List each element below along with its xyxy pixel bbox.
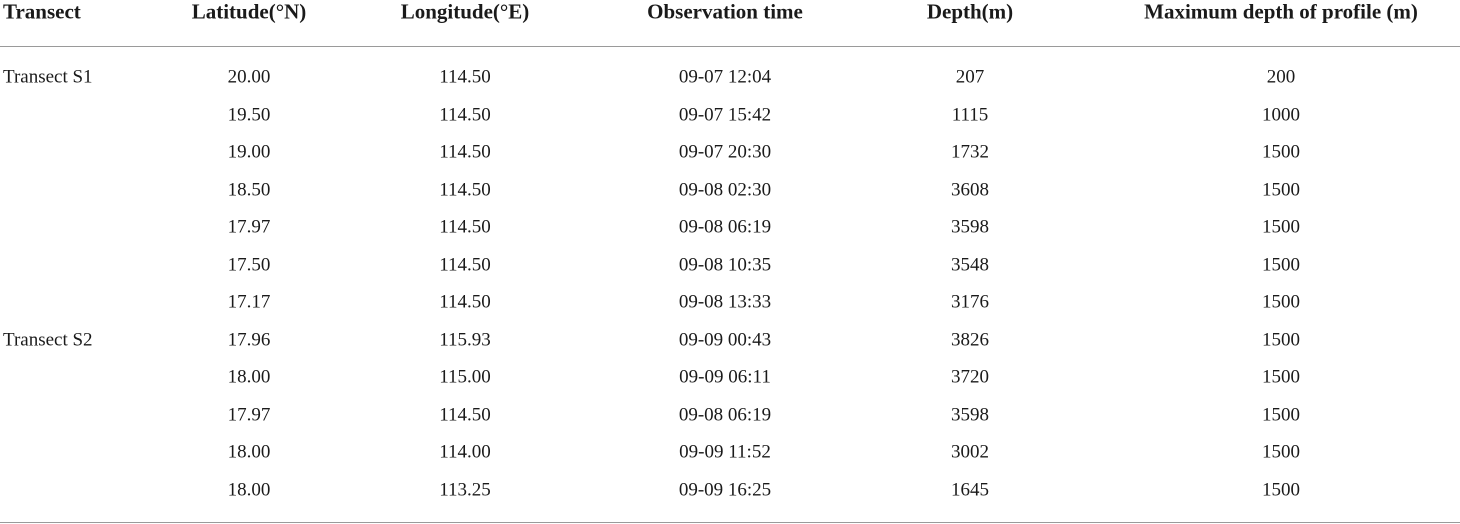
table-cell: 09-08 06:19 [678,216,772,238]
table-cell: 09-08 06:19 [678,404,772,425]
column-header: Latitude(°N) [191,0,307,24]
table-cell: 114.50 [439,104,491,125]
table-cell: 09-08 13:33 [678,291,772,313]
table-cell: 1500 [1262,291,1300,313]
column-header: Longitude(°E) [400,0,530,24]
table-cell: 1500 [1262,404,1300,425]
table-cell: 09-07 20:30 [678,141,772,163]
table-cell: 114.50 [439,254,491,275]
column-header: Transect [3,0,81,24]
table-cell: 18.00 [227,366,271,388]
table-cell: 3826 [951,329,989,350]
table-cell: 115.93 [439,329,491,350]
table-cell: 1500 [1262,254,1300,275]
table-cell: 1000 [1262,104,1300,125]
table-cell: 115.00 [439,366,491,388]
column-header: Observation time [647,0,803,24]
table-cell: 1500 [1262,216,1300,238]
table-cell: 19.00 [227,141,271,163]
table-cell: 3598 [951,404,989,425]
table-cell: 09-07 15:42 [678,104,772,125]
table-cell: 09-08 02:30 [678,179,772,200]
table-cell: 09-08 10:35 [678,254,772,275]
table-cell: 17.17 [227,291,271,313]
table-cell: 09-07 12:04 [678,66,772,88]
table-cell: 17.97 [227,216,271,238]
table-cell: 1500 [1262,366,1300,388]
table-cell: 1645 [951,479,989,500]
table-cell: 18.00 [227,479,271,500]
table-cell: 3176 [951,291,989,313]
table-cell: 3598 [951,216,989,238]
table-cell: 3720 [951,366,989,388]
table-cell: 17.97 [227,404,271,425]
table-cell: 09-09 11:52 [679,441,771,463]
table-cell: 114.50 [439,404,491,425]
table-cell: 17.96 [227,329,271,350]
table-cell: 18.00 [227,441,271,463]
group-label: Transect S1 [3,66,93,88]
column-header: Depth(m) [926,0,1014,24]
table-cell: 1500 [1262,329,1300,350]
table-cell: 19.50 [227,104,271,125]
header-rule [0,46,1460,47]
table-cell: 200 [1266,66,1296,88]
bottom-rule [0,522,1460,523]
table-cell: 1500 [1262,479,1300,500]
table-cell: 114.50 [439,141,491,163]
table-cell: 18.50 [227,179,271,200]
table-cell: 09-09 00:43 [678,329,772,350]
table-cell: 20.00 [227,66,271,88]
table-cell: 114.50 [439,66,491,88]
table-cell: 114.00 [439,441,491,463]
table-cell: 3002 [951,441,989,463]
table-cell: 1500 [1262,141,1300,163]
table-cell: 1500 [1262,179,1300,200]
table-cell: 114.50 [439,179,491,200]
table-cell: 1115 [951,104,989,125]
table-cell: 1732 [951,141,989,163]
column-header: Maximum depth of profile (m) [1144,0,1418,24]
table-cell: 09-09 06:11 [679,366,771,388]
table-cell: 3548 [951,254,989,275]
table-cell: 09-09 16:25 [678,479,772,500]
table-cell: 114.50 [439,291,491,313]
table-cell: 17.50 [227,254,271,275]
group-label: Transect S2 [3,329,93,350]
table-cell: 114.50 [439,216,491,238]
table-cell: 113.25 [439,479,491,500]
table-cell: 3608 [951,179,989,200]
table-cell: 207 [955,66,985,88]
table-cell: 1500 [1262,441,1300,463]
